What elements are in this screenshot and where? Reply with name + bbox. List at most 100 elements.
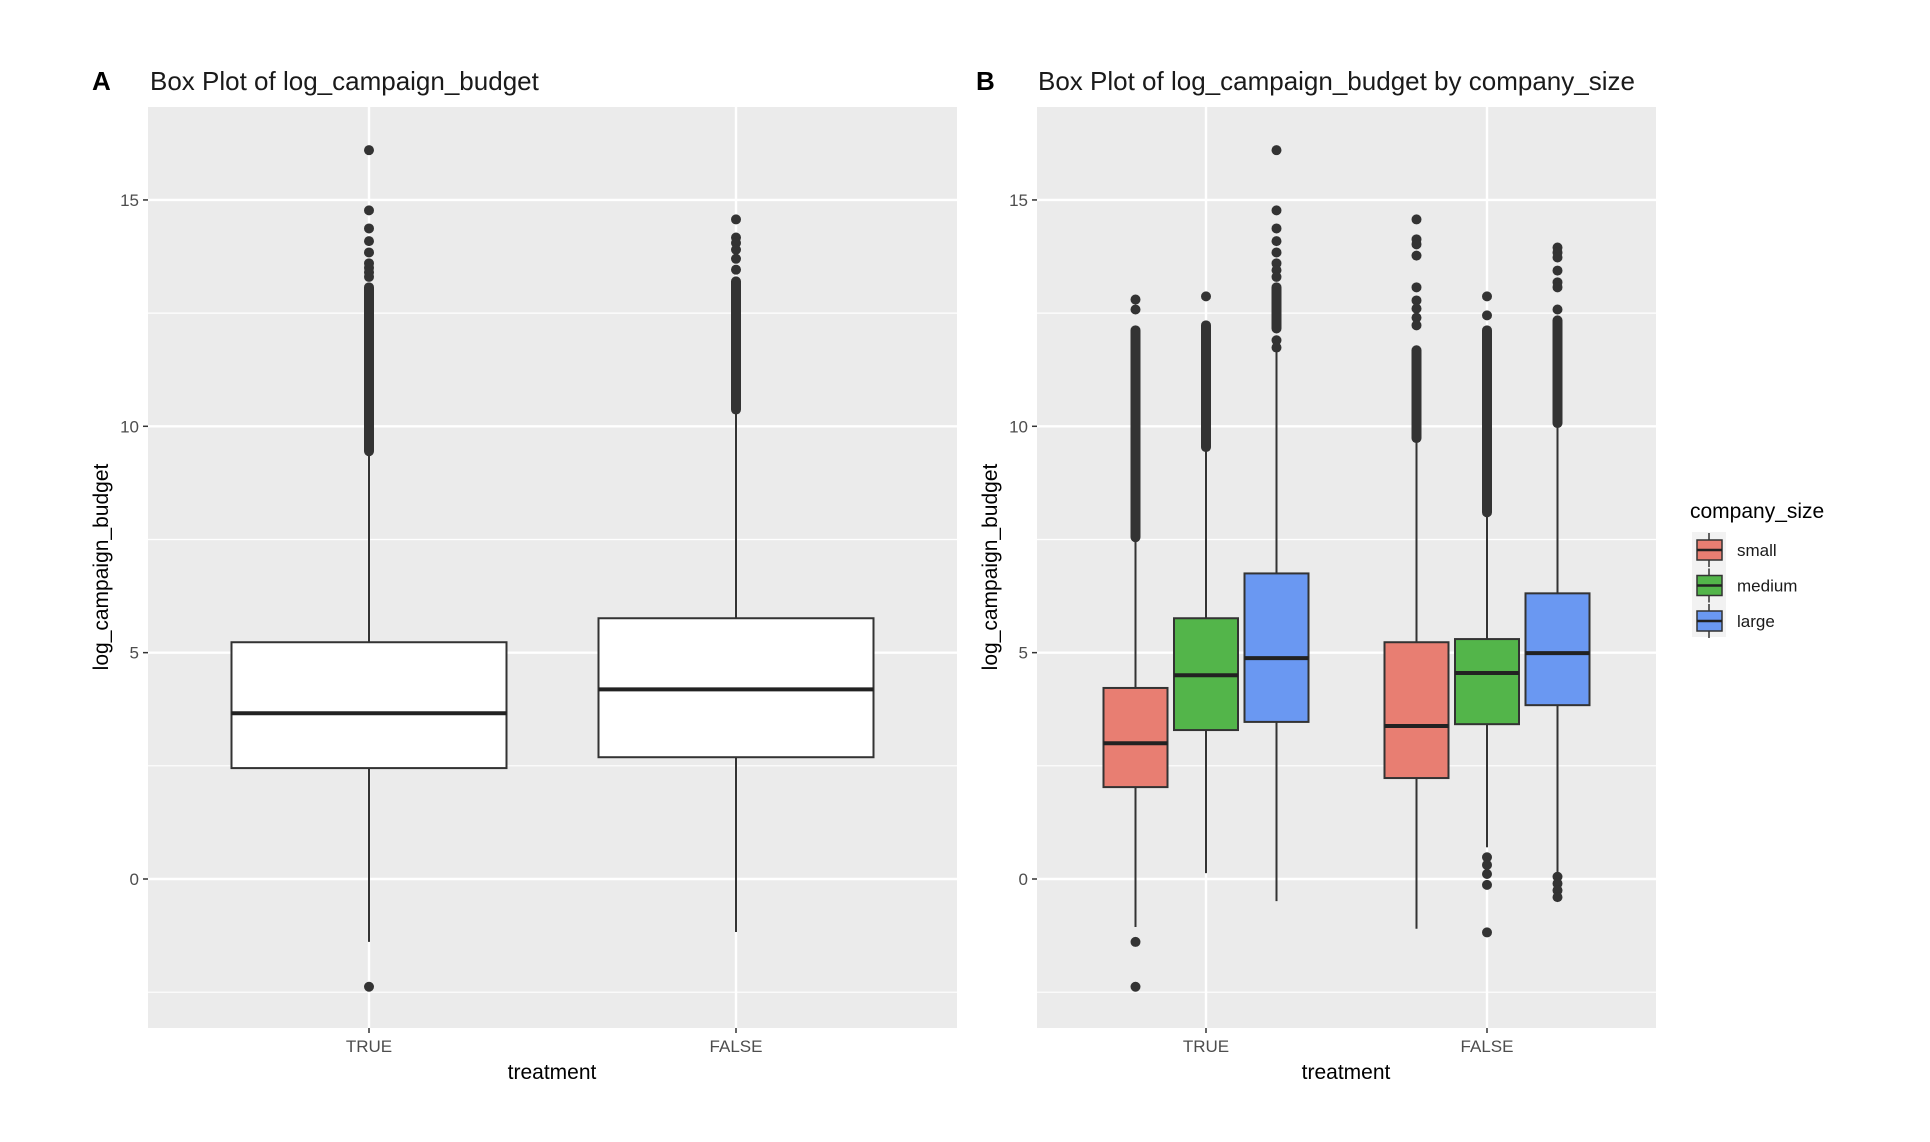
- legend-label: large: [1737, 612, 1775, 631]
- panel-b-y-axis-title: log_campaign_budget: [979, 464, 1002, 671]
- box-iqr: [1454, 638, 1520, 726]
- outlier-point: [1552, 304, 1563, 315]
- outlier-run: [1482, 325, 1492, 518]
- panel-a: A Box Plot of log_campaign_budget 0 5 10 15…: [90, 66, 957, 1084]
- y-tick-label: 15: [120, 191, 139, 210]
- panel-b: B Box Plot of log_campaign_budget by com…: [976, 66, 1824, 1084]
- outlier-point: [1482, 291, 1492, 302]
- outlier-run: [1201, 320, 1211, 453]
- outlier-point: [1411, 320, 1422, 331]
- box-iqr: [230, 641, 508, 770]
- outlier-point: [1130, 294, 1141, 305]
- legend-entry-small: small: [1696, 533, 1777, 567]
- x-tick-label: FALSE: [710, 1037, 763, 1056]
- legend-label: small: [1737, 541, 1777, 560]
- outlier-point: [364, 205, 374, 216]
- box-false-small: [1383, 214, 1450, 929]
- box-false-large: [1524, 242, 1591, 903]
- y-tick-label: 10: [120, 417, 139, 436]
- legend-title: company_size: [1690, 500, 1824, 523]
- outlier-point: [1482, 859, 1492, 870]
- box-true: [230, 145, 508, 992]
- box-iqr: [1524, 592, 1591, 707]
- outlier-point: [364, 247, 374, 258]
- panel-b-letter: B: [976, 66, 995, 96]
- outlier-point: [1411, 303, 1422, 314]
- x-tick-label: TRUE: [346, 1037, 392, 1056]
- outlier-point: [364, 145, 374, 156]
- outlier-point: [364, 236, 374, 247]
- panel-a-boxes: [230, 145, 875, 992]
- outlier-point: [1482, 869, 1492, 880]
- y-tick-label: 0: [130, 870, 139, 889]
- box-true-large: [1243, 145, 1310, 902]
- outlier-point: [1411, 282, 1422, 293]
- outlier-point: [1201, 291, 1211, 302]
- outlier-point: [1552, 892, 1563, 903]
- box-iqr: [1243, 572, 1310, 723]
- panel-a-title: Box Plot of log_campaign_budget: [150, 66, 540, 96]
- panel-b-plot-background: [1037, 107, 1656, 1028]
- panel-b-boxes: [1102, 145, 1591, 992]
- outlier-run: [1411, 345, 1422, 444]
- box-false: [597, 214, 875, 932]
- outlier-point: [1411, 239, 1422, 250]
- panel-b-x-axis: TRUE FALSE: [1183, 1028, 1514, 1056]
- outlier-point: [1130, 304, 1141, 315]
- outlier-point: [1552, 282, 1563, 293]
- x-tick-label: TRUE: [1183, 1037, 1229, 1056]
- outlier-point: [1482, 927, 1492, 938]
- outlier-point: [1482, 879, 1492, 890]
- outlier-point: [731, 244, 741, 255]
- panel-b-title: Box Plot of log_campaign_budget by compa…: [1038, 66, 1635, 96]
- legend-entries: small medium large: [1692, 532, 1797, 638]
- box-true-medium: [1173, 291, 1239, 874]
- outlier-point: [1552, 265, 1563, 276]
- panel-a-plot-background: [148, 107, 957, 1028]
- y-tick-label: 10: [1009, 417, 1028, 436]
- outlier-point: [731, 253, 741, 264]
- outlier-point: [1411, 250, 1422, 261]
- panel-a-x-axis: TRUE FALSE: [346, 1028, 763, 1056]
- legend-entry-large: large: [1696, 604, 1775, 638]
- outlier-point: [1271, 342, 1282, 353]
- outlier-point: [1271, 271, 1282, 282]
- outlier-run: [1130, 325, 1141, 543]
- panel-a-y-axis: 0 5 10 15: [120, 191, 148, 889]
- outlier-point: [1411, 214, 1422, 225]
- outlier-run: [364, 282, 374, 457]
- outlier-point: [1411, 312, 1422, 323]
- y-tick-label: 5: [130, 644, 139, 663]
- outlier-point: [1482, 310, 1492, 321]
- legend-entry-medium: medium: [1696, 568, 1797, 603]
- outlier-point: [1130, 981, 1141, 992]
- outlier-point: [1482, 852, 1492, 863]
- box-true-small: [1102, 294, 1169, 992]
- y-tick-label: 0: [1019, 870, 1028, 889]
- outlier-point: [1411, 295, 1422, 306]
- outlier-point: [1271, 223, 1282, 234]
- outlier-run: [1552, 315, 1563, 429]
- outlier-point: [1271, 335, 1282, 346]
- x-tick-label: FALSE: [1461, 1037, 1514, 1056]
- panel-a-x-axis-title: treatment: [508, 1061, 597, 1084]
- panel-b-y-axis: 0 5 10 15: [1009, 191, 1037, 889]
- outlier-point: [1271, 247, 1282, 258]
- panel-a-letter: A: [92, 66, 111, 96]
- legend-label: medium: [1737, 577, 1797, 596]
- outlier-point: [364, 271, 374, 282]
- y-tick-label: 5: [1019, 644, 1028, 663]
- outlier-point: [1271, 236, 1282, 247]
- outlier-point: [731, 264, 741, 275]
- outlier-point: [1271, 145, 1282, 156]
- outlier-point: [364, 223, 374, 234]
- box-iqr: [1383, 641, 1450, 780]
- outlier-point: [364, 981, 374, 992]
- panel-a-y-axis-title: log_campaign_budget: [90, 464, 113, 671]
- outlier-point: [1552, 252, 1563, 263]
- outlier-run: [1271, 282, 1282, 334]
- y-tick-label: 15: [1009, 191, 1028, 210]
- panel-b-x-axis-title: treatment: [1302, 1061, 1391, 1084]
- outlier-point: [1271, 205, 1282, 216]
